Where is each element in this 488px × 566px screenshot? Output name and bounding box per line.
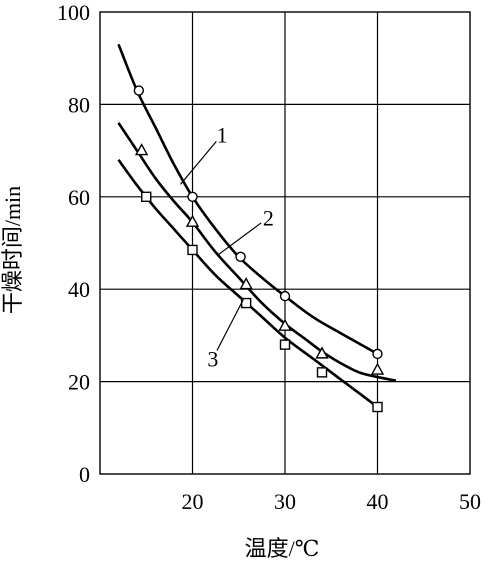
series-2-point-4 — [315, 346, 329, 359]
grid — [100, 12, 470, 474]
series-2-point-2 — [239, 277, 253, 290]
series-3-point-3 — [279, 339, 291, 350]
series-1-point-3 — [279, 290, 291, 302]
x-tick-label-50: 50 — [459, 489, 481, 514]
series-2-point-5 — [370, 362, 385, 375]
x-axis-title: 温度/℃ — [245, 536, 320, 561]
y-tick-label-60: 60 — [68, 185, 90, 210]
series-1-leader — [180, 140, 217, 185]
x-tick-label-40: 40 — [367, 489, 389, 514]
series-2-point-0 — [134, 143, 149, 156]
series-3-point-1 — [187, 244, 198, 256]
y-tick-label-20: 20 — [68, 370, 90, 395]
series-1-point-0 — [133, 85, 145, 96]
series-2-point-1 — [185, 214, 200, 227]
series-3-point-4 — [316, 367, 328, 378]
series-1-line — [117, 43, 379, 356]
y-tick-label-80: 80 — [68, 92, 90, 117]
series-3-point-0 — [141, 191, 152, 203]
series-3-label: 3 — [207, 347, 218, 372]
series-2-line — [117, 122, 397, 382]
y-axis-title: 干燥时间/min — [0, 186, 25, 314]
series-3-point-5 — [372, 401, 383, 413]
y-tick-label-40: 40 — [68, 277, 90, 302]
series-3-leader — [216, 299, 244, 351]
tick-labels: 20 30 40 50 0 20 40 60 80 100 — [57, 0, 481, 514]
series-markers — [133, 85, 385, 413]
x-tick-label-30: 30 — [274, 489, 296, 514]
series-1-point-1 — [187, 191, 198, 203]
y-tick-label-0: 0 — [79, 462, 90, 487]
series-2-leader — [218, 222, 262, 256]
y-tick-label-100: 100 — [57, 0, 90, 25]
series-3-line — [117, 159, 379, 409]
series-1-point-4 — [372, 348, 383, 360]
series-2-label: 2 — [263, 206, 274, 231]
x-tick-label-20: 20 — [182, 489, 204, 514]
series-1-point-2 — [235, 251, 246, 263]
series-annotations: 1 2 3 — [180, 122, 274, 372]
plot-frame — [99, 11, 471, 475]
series-2-point-3 — [278, 318, 292, 331]
series-1-label: 1 — [217, 122, 228, 147]
series-curves — [117, 43, 397, 409]
